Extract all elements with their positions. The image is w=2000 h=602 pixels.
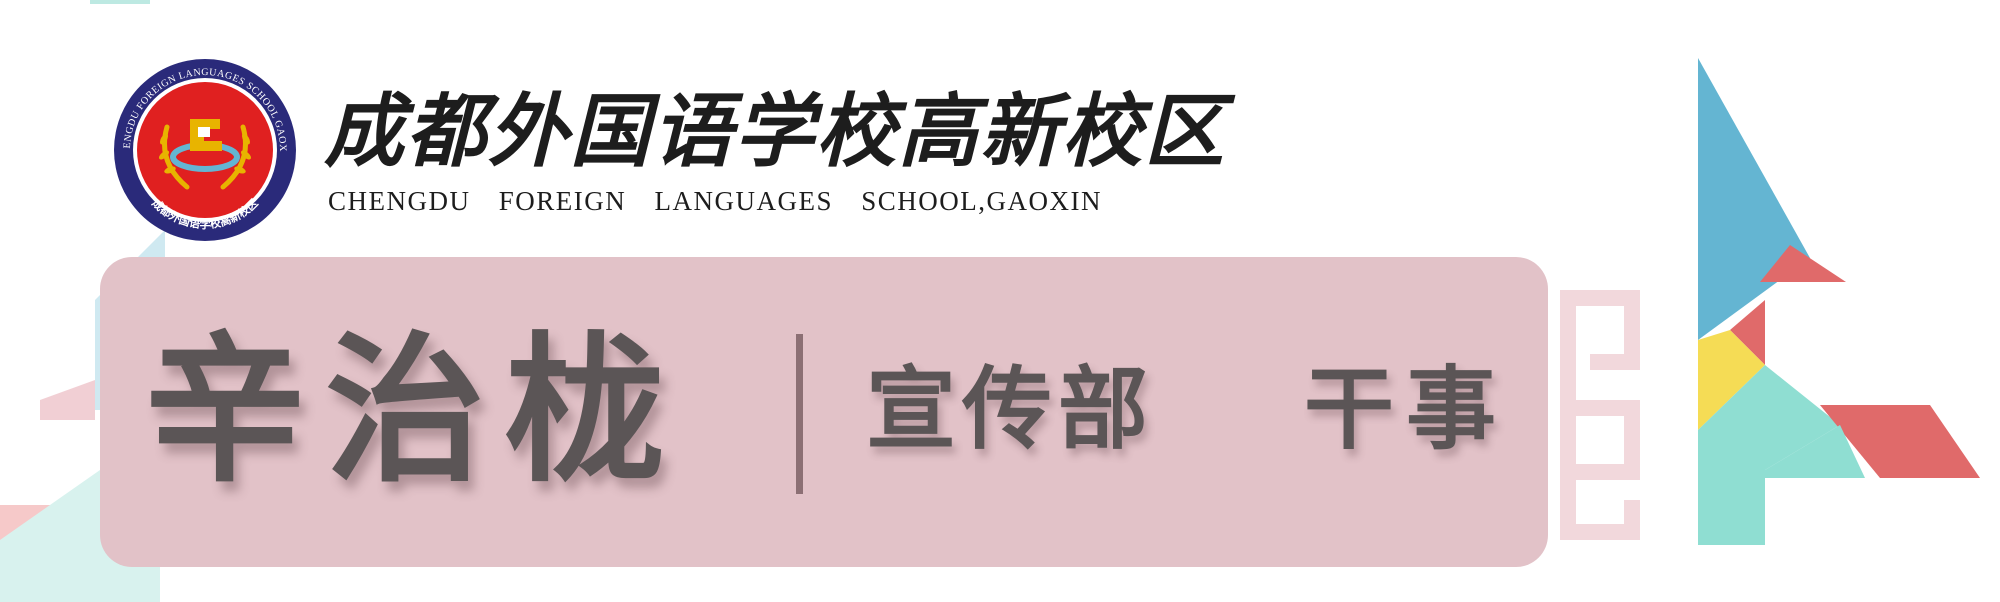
position-label: 干事 (1304, 356, 1508, 462)
middle-decoration (1560, 290, 1640, 540)
name-card-background (100, 257, 1548, 567)
right-deco-yellow-piece (1698, 330, 1765, 430)
name-divider (796, 334, 803, 494)
right-deco-coral-bar (1820, 405, 1980, 478)
right-deco-coral-piece (1730, 300, 1765, 365)
right-deco-mint-piece (1698, 365, 1840, 545)
right-deco-mint-lower (1765, 425, 1865, 478)
department-label: 宣传部 (866, 356, 1154, 462)
right-deco-blue-triangle (1698, 58, 1810, 340)
school-name-cn: 成都外国语学校高新校区 (324, 84, 1226, 178)
school-logo-icon: CHENGDU FOREIGN LANGUAGES SCHOOL GAOXIN … (112, 57, 296, 241)
left-deco-top-mint (90, 0, 150, 4)
school-name-en: CHENGDU FOREIGN LANGUAGES SCHOOL,GAOXIN (328, 186, 1102, 216)
person-name: 辛治栊 (145, 316, 686, 504)
right-decoration (1698, 58, 1980, 545)
left-deco-pink-shape (40, 380, 95, 420)
right-deco-coral-triangle (1760, 245, 1846, 282)
